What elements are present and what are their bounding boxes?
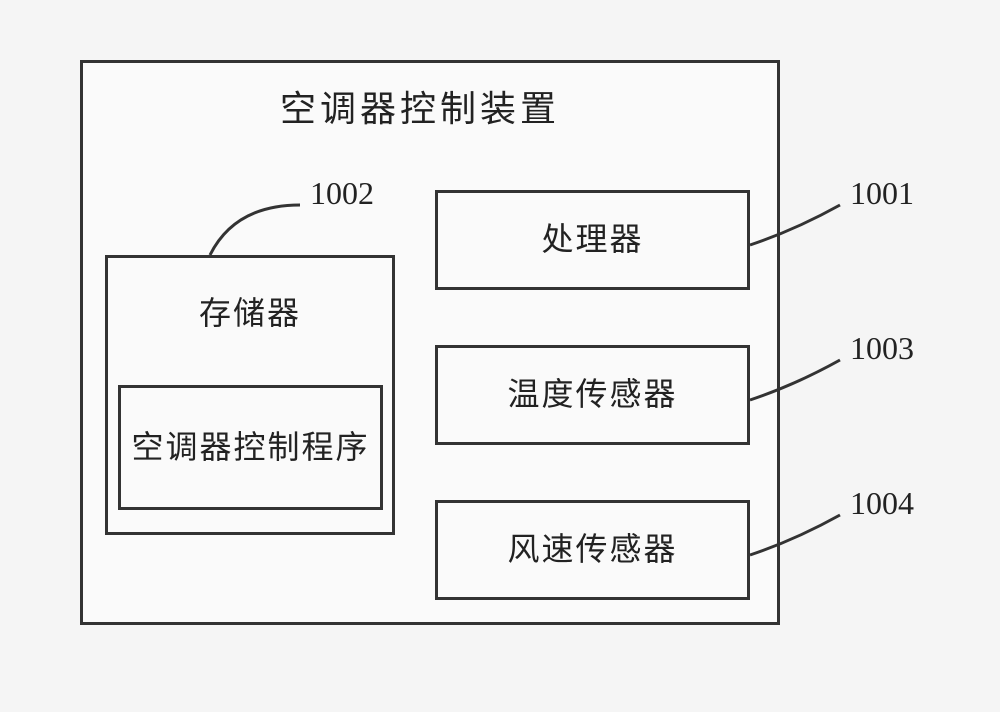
processor-label: 处理器 bbox=[541, 219, 643, 261]
program-box: 空调器控制程序 bbox=[118, 385, 383, 510]
ref-1003: 1003 bbox=[850, 330, 914, 367]
temp-sensor-box: 温度传感器 bbox=[435, 345, 750, 445]
program-label: 空调器控制程序 bbox=[131, 427, 369, 469]
ref-1001: 1001 bbox=[850, 175, 914, 212]
ref-1002: 1002 bbox=[310, 175, 374, 212]
wind-sensor-box: 风速传感器 bbox=[435, 500, 750, 600]
ref-1004: 1004 bbox=[850, 485, 914, 522]
wind-sensor-label: 风速传感器 bbox=[507, 529, 677, 571]
processor-box: 处理器 bbox=[435, 190, 750, 290]
temp-sensor-label: 温度传感器 bbox=[507, 374, 677, 416]
diagram-canvas: 空调器控制装置 存储器 空调器控制程序 处理器 温度传感器 风速传感器 1002… bbox=[40, 30, 840, 650]
memory-label: 存储器 bbox=[108, 293, 392, 335]
diagram-title: 空调器控制装置 bbox=[280, 80, 560, 132]
